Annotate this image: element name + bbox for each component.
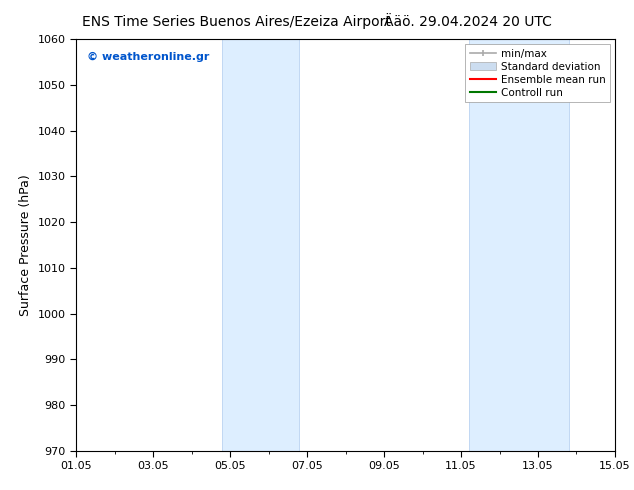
Text: Ääö. 29.04.2024 20 UTC: Ääö. 29.04.2024 20 UTC (384, 15, 552, 29)
Text: © weatheronline.gr: © weatheronline.gr (87, 51, 209, 62)
Bar (469, 39, 569, 451)
Y-axis label: Surface Pressure (hPa): Surface Pressure (hPa) (19, 174, 32, 316)
Legend: min/max, Standard deviation, Ensemble mean run, Controll run: min/max, Standard deviation, Ensemble me… (465, 45, 610, 102)
Text: ENS Time Series Buenos Aires/Ezeiza Airport: ENS Time Series Buenos Aires/Ezeiza Airp… (82, 15, 391, 29)
Bar (223, 39, 299, 451)
